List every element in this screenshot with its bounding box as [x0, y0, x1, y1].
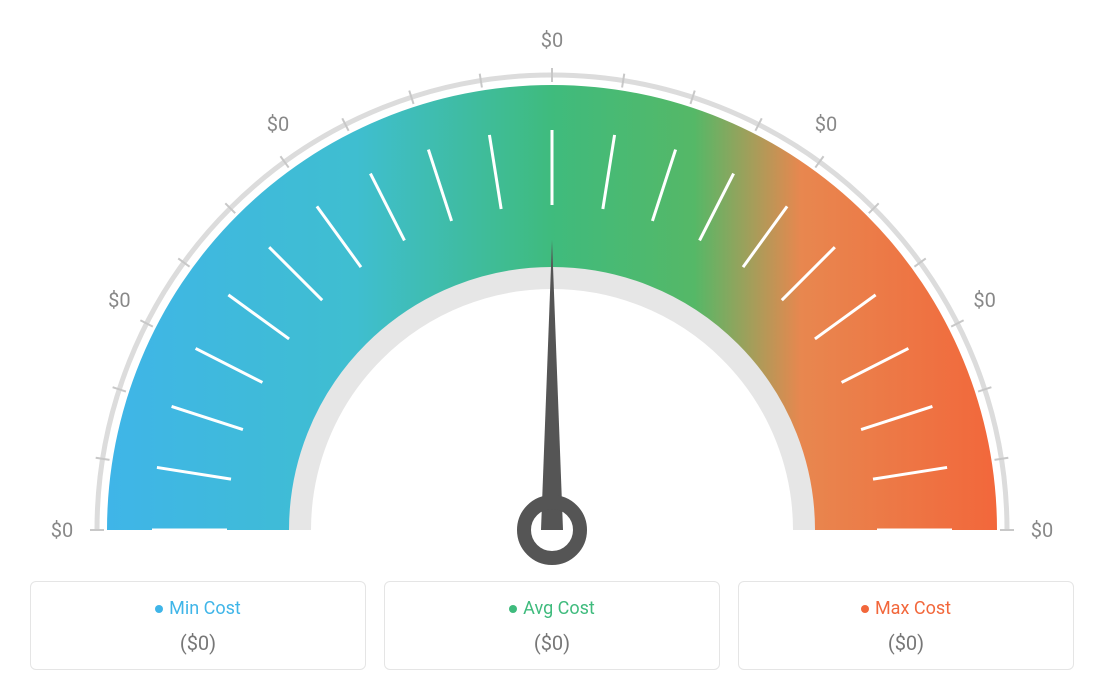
legend-row: Min Cost ($0) Avg Cost ($0) Max Cost ($0… [30, 581, 1074, 670]
legend-label-min: Min Cost [169, 598, 241, 619]
gauge-scale-label: $0 [51, 518, 73, 542]
legend-dot-max [861, 605, 869, 613]
legend-label-avg: Avg Cost [523, 598, 595, 619]
legend-value-min: ($0) [41, 631, 355, 655]
gauge-scale-label: $0 [973, 288, 995, 312]
legend-label-row: Max Cost [749, 598, 1063, 619]
cost-gauge-chart: $0 $0 $0 $0 $0 $0 $0 Min Cost ($0) Avg Cost ($… [0, 0, 1104, 690]
gauge-scale-label: $0 [1031, 518, 1053, 542]
gauge-svg-area [0, 0, 1104, 560]
gauge-scale-label: $0 [815, 112, 837, 136]
legend-label-row: Avg Cost [395, 598, 709, 619]
legend-card-min: Min Cost ($0) [30, 581, 366, 670]
legend-card-max: Max Cost ($0) [738, 581, 1074, 670]
gauge-scale-label: $0 [108, 288, 130, 312]
legend-card-avg: Avg Cost ($0) [384, 581, 720, 670]
legend-dot-avg [509, 605, 517, 613]
legend-label-max: Max Cost [875, 598, 951, 619]
legend-label-row: Min Cost [41, 598, 355, 619]
legend-dot-min [155, 605, 163, 613]
legend-value-max: ($0) [749, 631, 1063, 655]
gauge-svg [0, 0, 1104, 580]
gauge-scale-label: $0 [267, 112, 289, 136]
gauge-scale-label: $0 [541, 28, 563, 52]
legend-value-avg: ($0) [395, 631, 709, 655]
